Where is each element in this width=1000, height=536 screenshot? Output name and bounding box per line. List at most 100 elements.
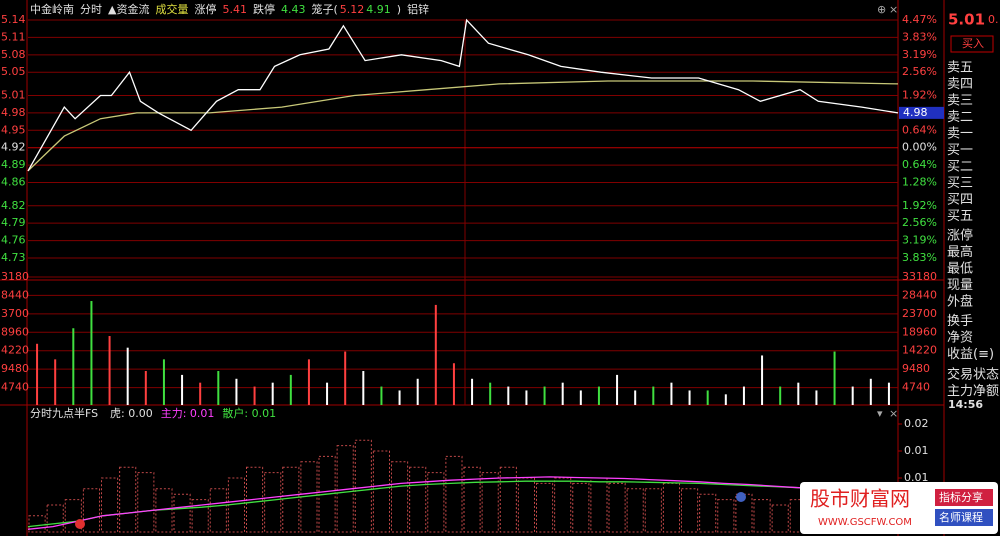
y-tick-label: 23700 (902, 307, 937, 320)
y-tick-label: 3180 (1, 270, 29, 283)
sidebar-item: 净资 (947, 331, 973, 346)
y-tick-label: 5.05 (1, 65, 26, 78)
y-tick-label: 4740 (1, 381, 29, 394)
sidebar-item: 收益(≡) (947, 347, 994, 362)
volume-bar (815, 390, 818, 405)
y-tick-label: 4.73 (1, 251, 26, 264)
volume-bar (54, 359, 57, 405)
header-text: 跌停 (253, 2, 275, 16)
close-icon[interactable]: × (889, 407, 898, 420)
y-tick-label: 0.01 (904, 444, 929, 457)
y-tick-label: 4.98 (1, 106, 26, 119)
volume-bar (326, 382, 329, 405)
volume-bar (181, 374, 184, 405)
sidebar-item: 卖五 (947, 61, 973, 76)
volume-bar (289, 374, 292, 405)
indicator-title: 分时九点半FS (30, 406, 98, 420)
y-tick-label: 4740 (902, 381, 930, 394)
header-text: 涨停 (194, 2, 216, 16)
volume-bar (779, 386, 782, 405)
signal-icon (75, 519, 85, 529)
volume-bar (507, 386, 510, 405)
y-tick-label: 4.89 (1, 158, 26, 171)
y-tick-label: 33180 (902, 270, 937, 283)
time: 14:56 (948, 398, 983, 411)
indicator-bar (372, 450, 390, 533)
y-tick-label: 28440 (902, 288, 937, 301)
y-tick-label: 8960 (1, 325, 29, 338)
retail-line (27, 480, 899, 528)
header-text: 4.91 (366, 3, 391, 16)
indicator-bar (354, 439, 372, 533)
volume-bar (616, 374, 619, 405)
volume-bar (416, 378, 419, 405)
volume-bar (887, 382, 890, 405)
pct-label: 0.64% (902, 123, 937, 136)
volume-bar (561, 382, 564, 405)
header-text: 5.41 (222, 3, 247, 16)
sidebar-item: 卖三 (947, 94, 973, 109)
indicator-bar (46, 504, 64, 533)
sidebar-item: 现量 (947, 278, 973, 293)
volume-bar (833, 351, 836, 405)
y-tick-label: 4.79 (1, 216, 26, 229)
watermark-tag: 名师课程 (939, 510, 983, 524)
indicator-bar (626, 488, 644, 533)
pct-label: 1.92% (902, 88, 937, 101)
sidebar-item: 主力净额 (947, 384, 999, 399)
header-text: 4.43 (281, 3, 306, 16)
sidebar-item: 买四 (947, 193, 973, 208)
sidebar-item: 外盘 (947, 294, 973, 310)
close-icon[interactable]: × (889, 3, 898, 16)
indicator-bar (481, 472, 499, 533)
y-tick-label: 18960 (902, 325, 937, 338)
y-tick-label: 4.82 (1, 199, 26, 212)
y-tick-label: 5.08 (1, 48, 26, 61)
sidebar-item: 最低 (947, 262, 973, 277)
pct-label: 0.64% (902, 158, 937, 171)
volume-bar (271, 382, 274, 405)
header-text: 5.12 (340, 3, 365, 16)
pct-label: 4.47% (902, 13, 937, 26)
pct-label: 1.92% (902, 199, 937, 212)
indicator-bar (699, 493, 717, 533)
zoom-icon[interactable]: ⊕ (877, 3, 886, 16)
menu-icon[interactable]: ▾ (877, 407, 883, 420)
y-tick-label: 9480 (902, 362, 930, 375)
indicator-bar (644, 488, 662, 533)
volume-bar (126, 347, 129, 405)
y-tick-label: 14220 (902, 344, 937, 357)
indicator-bar (536, 482, 554, 533)
volume-bar (706, 390, 709, 405)
y-tick-label: 5.01 (1, 88, 26, 101)
volume-bar (307, 359, 310, 405)
pct-label: 3.19% (902, 48, 937, 61)
y-tick-label: 5.14 (1, 13, 26, 26)
y-tick-label: 4.92 (1, 141, 26, 154)
sidebar-item: 涨停 (947, 228, 973, 244)
sidebar-item: 买三 (947, 176, 973, 191)
volume-bar (144, 371, 147, 405)
current-price-label: 4.98 (903, 106, 928, 119)
main-line (27, 476, 899, 530)
volume-bar (869, 378, 872, 405)
sidebar-item: 买二 (947, 160, 973, 175)
volume-bar (36, 343, 39, 405)
header-text: 笼子( (311, 2, 337, 16)
change: 0. (988, 13, 999, 26)
sidebar-item: 卖二 (947, 110, 973, 125)
volume-bar (344, 351, 347, 405)
y-tick-label: 5.11 (1, 30, 26, 43)
volume-bar (90, 301, 93, 405)
volume-bar (235, 378, 238, 405)
buy-button-label[interactable]: 买入 (962, 37, 984, 50)
volume-bar (452, 363, 455, 405)
indicator-label: 主力: 0.01 (161, 407, 215, 420)
y-tick-label: 4.76 (1, 234, 26, 247)
buy-button[interactable] (950, 35, 994, 53)
indicator-bar (28, 515, 46, 533)
y-tick-label: 3700 (1, 307, 29, 320)
